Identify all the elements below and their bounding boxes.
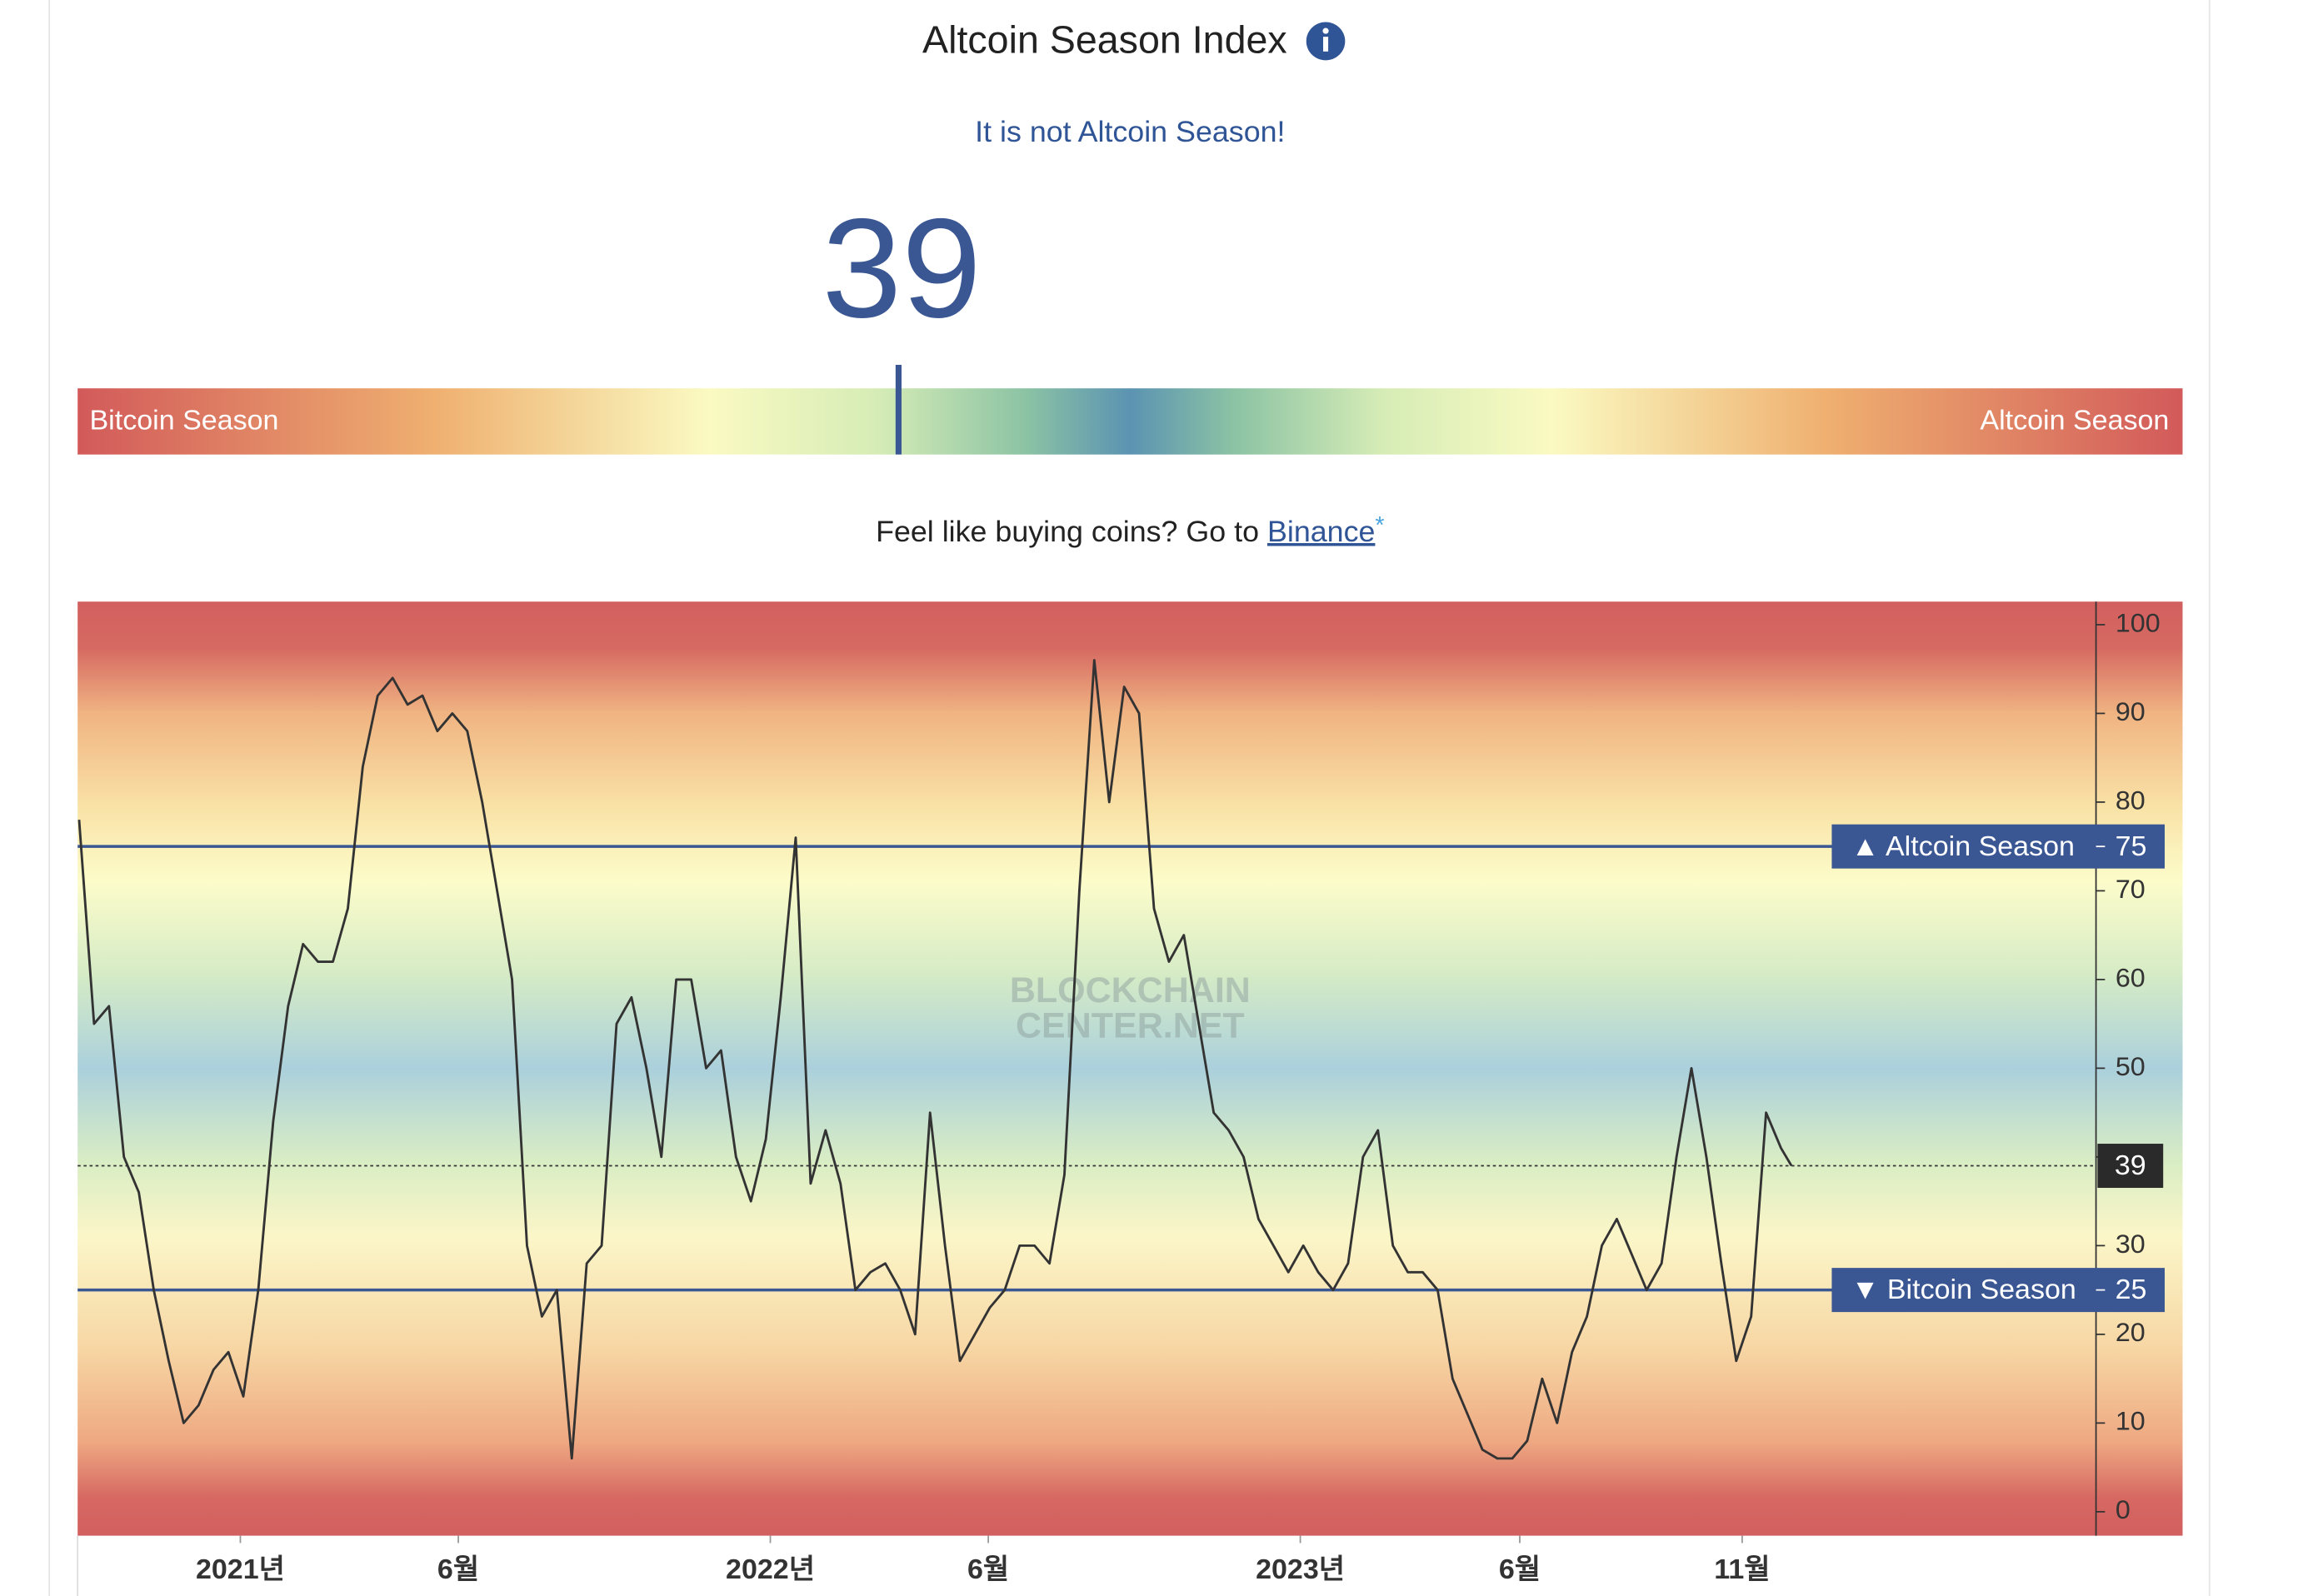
gauge-value: 39 xyxy=(822,189,982,347)
promo-link[interactable]: Binance xyxy=(1267,516,1375,549)
promo-text: Feel like buying coins? Go to xyxy=(876,516,1267,549)
x-tick-label: 2021년 xyxy=(196,1554,285,1585)
x-tick-label: 11월 xyxy=(1714,1554,1770,1585)
reference-badge xyxy=(1831,1268,2165,1313)
y-tick-label: 100 xyxy=(2116,608,2161,638)
y-tick-label: 30 xyxy=(2116,1229,2146,1259)
promo: Feel like buying coins? Go to Binance* xyxy=(876,512,1384,548)
x-tick-label: 6월 xyxy=(967,1554,1009,1585)
x-tick-label: 2022년 xyxy=(726,1554,815,1585)
reference-label: ▲ Altcoin Season xyxy=(1851,830,2075,862)
y-tick-label: 20 xyxy=(2116,1317,2146,1347)
current-value: 39 xyxy=(2115,1150,2146,1181)
gauge-bar xyxy=(77,388,2183,455)
y-tick-label: 90 xyxy=(2116,696,2146,726)
y-tick-label: 0 xyxy=(2116,1494,2131,1524)
reference-value: 25 xyxy=(2116,1274,2147,1305)
watermark: CENTER.NET xyxy=(1016,1006,1245,1046)
x-tick-label: 6월 xyxy=(437,1554,479,1585)
y-tick-label: 60 xyxy=(2116,963,2146,993)
status-text: It is not Altcoin Season! xyxy=(975,115,1285,148)
x-tick-label: 2023년 xyxy=(1256,1554,1345,1585)
y-tick-label: 10 xyxy=(2116,1406,2146,1436)
reference-badge xyxy=(1831,824,2165,869)
promo-mark: * xyxy=(1375,512,1384,539)
y-tick-label: 70 xyxy=(2116,874,2146,904)
info-icon[interactable] xyxy=(1306,22,1346,61)
y-tick-label: 50 xyxy=(2116,1051,2146,1081)
reference-value: 75 xyxy=(2116,830,2147,862)
gauge-left-label: Bitcoin Season xyxy=(90,405,279,436)
reference-label: ▼ Bitcoin Season xyxy=(1851,1274,2076,1305)
series-line xyxy=(77,659,1793,1460)
y-tick-label: 80 xyxy=(2116,786,2146,815)
current-badge xyxy=(2097,1144,2164,1189)
x-tick-label: 6월 xyxy=(1499,1554,1541,1585)
gauge-right-label: Altcoin Season xyxy=(1980,405,2169,436)
page-title: Altcoin Season Index xyxy=(922,18,1287,62)
watermark: BLOCKCHAIN xyxy=(1010,970,1251,1010)
plot-background xyxy=(77,601,2183,1536)
